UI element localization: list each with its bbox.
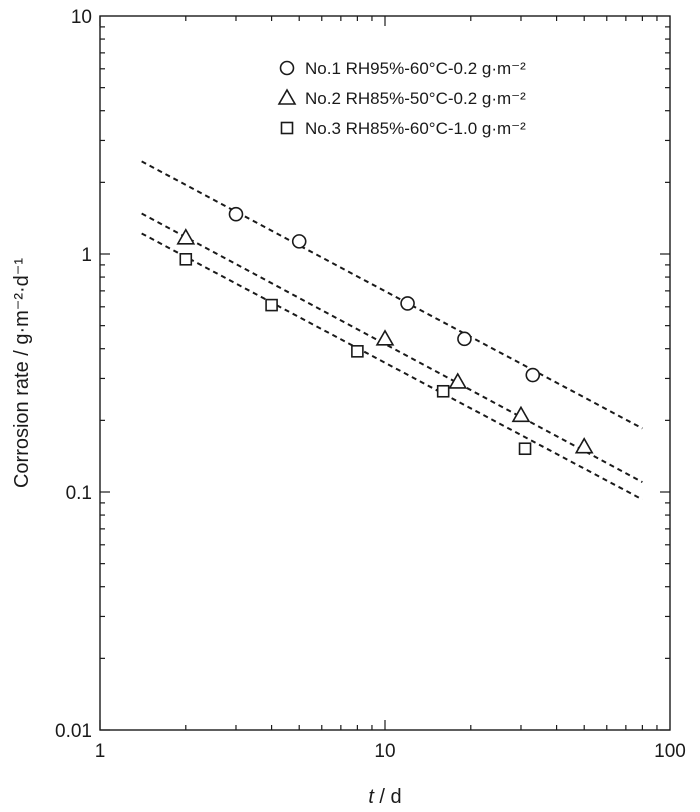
- fit-lines: [141, 160, 643, 501]
- fit-line-series-1: [141, 160, 643, 430]
- x-tick-label: 100: [654, 741, 686, 762]
- data-point-series-3: [265, 298, 278, 312]
- legend-marker-series-2: [277, 88, 297, 105]
- y-axis-label: Corrosion rate / g·m⁻²·d⁻¹: [11, 258, 33, 488]
- legend-label-series-1: No.1 RH95%-60°C-0.2 g·m⁻²: [305, 59, 526, 78]
- data-point-series-1: [228, 206, 244, 222]
- legend: No.1 RH95%-60°C-0.2 g·m⁻² No.2 RH85%-50°C…: [277, 59, 526, 138]
- y-tick-label: 0.01: [55, 721, 92, 742]
- data-point-series-2: [448, 372, 468, 389]
- data-point-series-2: [375, 329, 395, 346]
- data-point-series-3: [351, 345, 364, 358]
- fit-line-series-2: [141, 212, 643, 484]
- x-tick-label: 1: [95, 741, 106, 762]
- data-point-series-3: [179, 253, 193, 266]
- legend-marker-series-3: [280, 121, 294, 135]
- data-point-series-1: [291, 234, 307, 249]
- data-markers: [176, 206, 594, 456]
- y-tick-label: 0.1: [66, 483, 92, 504]
- fit-line-series-3: [141, 232, 643, 501]
- x-axis-label: t / d: [368, 786, 401, 808]
- y-tick-label: 1: [81, 245, 92, 266]
- legend-label-series-2: No.2 RH85%-50°C-0.2 g·m⁻²: [305, 89, 526, 108]
- data-point-series-1: [525, 367, 541, 383]
- legend-label-series-3: No.3 RH85%-60°C-1.0 g·m⁻²: [305, 119, 526, 138]
- x-axis-label-unit: / d: [374, 786, 402, 808]
- x-tick-label: 10: [374, 741, 395, 762]
- data-point-series-1: [400, 296, 415, 311]
- data-point-series-2: [574, 437, 594, 454]
- data-point-series-2: [511, 405, 531, 423]
- data-point-series-3: [518, 442, 532, 456]
- data-point-series-2: [176, 228, 196, 245]
- axis-ticks: 1 10 100 0.01 0.1 1 10: [55, 7, 686, 762]
- legend-marker-series-1: [279, 60, 295, 76]
- data-point-series-1: [457, 331, 472, 347]
- y-tick-label: 10: [71, 7, 92, 28]
- data-point-series-3: [436, 384, 450, 398]
- x-axis-label-var: t: [368, 786, 375, 808]
